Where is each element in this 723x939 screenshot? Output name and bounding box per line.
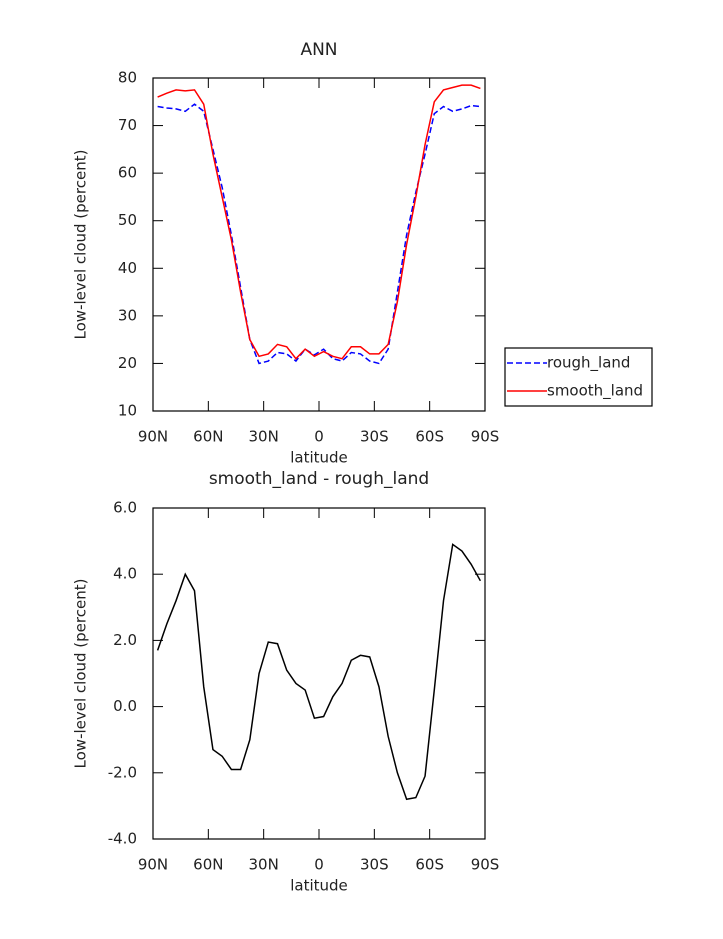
x-tick-label: 30S <box>360 428 389 446</box>
y-tick-label: -2.0 <box>108 763 137 781</box>
y-tick-label: 30 <box>118 306 137 324</box>
y-tick-label: 2.0 <box>113 631 137 649</box>
legend-label: rough_land <box>547 354 630 373</box>
x-tick-label: 0 <box>314 428 324 446</box>
x-tick-label: 60N <box>193 856 223 874</box>
y-tick-label: 40 <box>118 259 137 277</box>
plot-frame <box>152 77 486 412</box>
y-tick-label: 10 <box>118 402 137 420</box>
data-line <box>157 84 481 360</box>
legend-label: smooth_land <box>547 382 643 401</box>
x-tick-label: 30S <box>360 856 389 874</box>
x-tick-label: 0 <box>314 856 324 874</box>
x-axis-label: latitude <box>290 877 348 895</box>
x-tick-label: 60S <box>415 428 444 446</box>
y-tick-label: 50 <box>118 211 137 229</box>
y-axis-label: Low-level cloud (percent) <box>72 579 90 769</box>
y-axis-label: Low-level cloud (percent) <box>72 150 90 340</box>
legend-frame <box>504 347 653 407</box>
x-axis-label: latitude <box>290 449 348 467</box>
x-tick-label: 90S <box>471 856 500 874</box>
y-tick-label: 0.0 <box>113 697 137 715</box>
x-tick-label: 90N <box>138 428 168 446</box>
x-tick-label: 60S <box>415 856 444 874</box>
y-tick-label: 70 <box>118 116 137 134</box>
y-tick-label: 60 <box>118 164 137 182</box>
data-line <box>156 543 482 801</box>
y-tick-label: 20 <box>118 354 137 372</box>
y-tick-label: -4.0 <box>108 830 137 848</box>
x-tick-label: 30N <box>249 428 279 446</box>
x-tick-label: 90S <box>471 428 500 446</box>
y-tick-label: 4.0 <box>113 565 137 583</box>
chart-title: ANN <box>300 40 337 60</box>
x-tick-label: 60N <box>193 428 223 446</box>
y-tick-label: 6.0 <box>113 499 137 517</box>
data-line <box>157 103 481 365</box>
x-tick-label: 30N <box>249 856 279 874</box>
y-tick-label: 80 <box>118 69 137 87</box>
chart-title: smooth_land - rough_land <box>209 469 429 489</box>
x-tick-label: 90N <box>138 856 168 874</box>
